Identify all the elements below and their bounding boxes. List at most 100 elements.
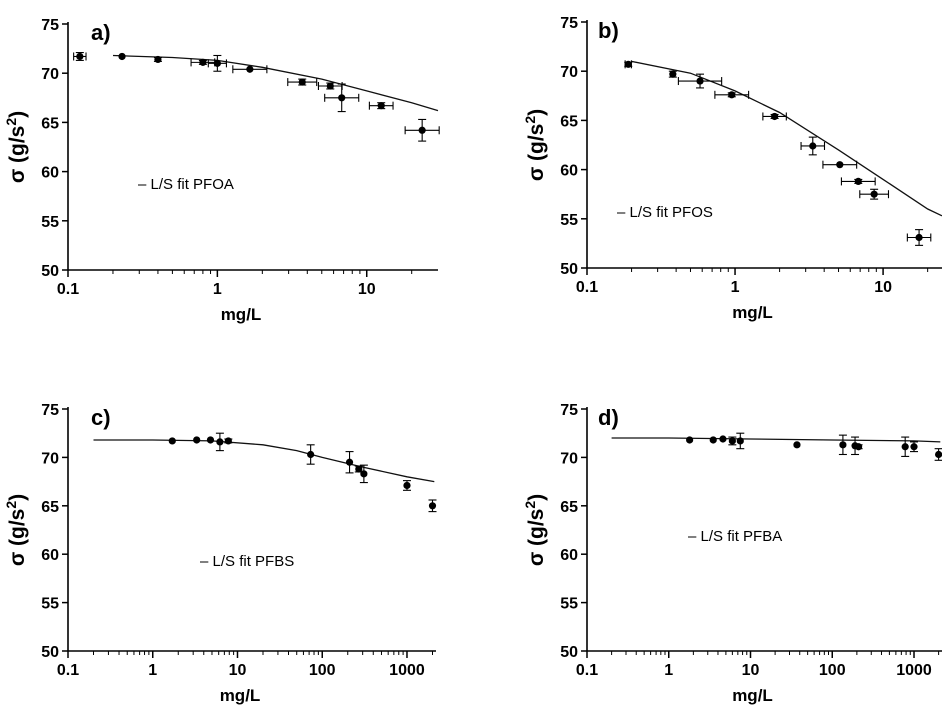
y-axis-title-main: σ (g/s [525, 124, 548, 182]
data-point [719, 435, 727, 443]
y-axis-title-sup: 2 [3, 501, 19, 509]
panel-d: 50 55 60 65 70 75 0.1 1 10 100 1000 mg/L σ (g/s2) d) –… [522, 402, 942, 705]
y-tick-label: 60 [560, 163, 578, 180]
x-tick-label: 0.1 [576, 662, 598, 679]
data-point [118, 52, 126, 61]
data-point [76, 52, 84, 61]
y-tick-label: 70 [41, 66, 59, 83]
data-point [793, 441, 801, 449]
data-point [809, 142, 817, 150]
y-tick-label: 55 [41, 596, 59, 613]
y-axis-title-end: ) [525, 494, 548, 501]
data-point [206, 436, 215, 444]
x-tick-label: 1 [731, 279, 740, 296]
data-point [696, 77, 704, 85]
y-axis-title-sup: 2 [3, 118, 19, 126]
y-axis-title-main: σ (g/s [6, 126, 29, 184]
x-axis-title: mg/L [220, 686, 261, 705]
x-tick-label: 10 [358, 281, 376, 298]
y-tick-label: 65 [560, 113, 578, 130]
y-tick-label: 75 [41, 402, 59, 419]
data-point [213, 59, 221, 67]
y-axis-title-end: ) [6, 494, 29, 501]
panel-a: 50 55 60 65 70 75 0.1 1 10 mg/L σ (g/s2) a) – L/S fi… [3, 17, 440, 324]
y-tick-label: 50 [560, 261, 578, 278]
y-tick-label: 60 [41, 165, 59, 182]
data-point [345, 458, 354, 466]
data-point [901, 443, 909, 451]
y-tick-label: 65 [41, 115, 59, 132]
panel-label: a) [91, 20, 111, 45]
data-point [428, 502, 437, 510]
y-axis-title-sup: 2 [522, 501, 538, 509]
x-tick-label: 1 [148, 662, 157, 679]
y-tick-label: 60 [41, 547, 59, 564]
y-axis-title-sup: 2 [522, 116, 538, 124]
data-point [154, 55, 162, 64]
x-tick-label: 100 [819, 662, 846, 679]
data-point [403, 481, 411, 490]
y-tick-label: 50 [41, 644, 59, 661]
y-tick-label: 65 [560, 499, 578, 516]
x-axis-title: mg/L [732, 303, 773, 322]
data-point [298, 78, 306, 86]
y-axis-title: σ (g/s2) [522, 109, 548, 181]
legend-entry: – L/S fit PFBA [688, 528, 782, 545]
fit-line [93, 439, 435, 483]
data-point [624, 60, 632, 68]
legend-entry: – L/S fit PFOA [138, 176, 234, 193]
legend-entry: – L/S fit PFBS [200, 553, 294, 570]
x-tick-label: 100 [309, 662, 336, 679]
y-tick-label: 55 [41, 214, 59, 231]
data-point [669, 70, 677, 78]
data-point [854, 177, 862, 186]
panel-b: 50 55 60 65 70 75 0.1 1 10 mg/L σ (g/s2) b) – L/S fi… [522, 15, 942, 322]
data-point [935, 450, 942, 459]
data-point [839, 441, 847, 449]
data-point [870, 190, 878, 198]
panel-label: c) [91, 405, 111, 430]
x-tick-label: 1 [213, 281, 222, 298]
data-point [418, 126, 426, 134]
y-tick-label: 70 [560, 64, 578, 81]
y-tick-label: 50 [560, 644, 578, 661]
data-point [728, 437, 736, 445]
y-tick-label: 75 [41, 17, 59, 34]
y-tick-label: 60 [560, 547, 578, 564]
data-point [360, 470, 368, 478]
x-tick-label: 0.1 [57, 281, 79, 298]
data-point [224, 437, 232, 445]
panel-c: 50 55 60 65 70 75 0.1 1 10 100 1000 mg/L σ (g/s2) c) –… [3, 402, 437, 705]
data-point [199, 58, 207, 66]
y-tick-label: 75 [560, 402, 578, 419]
y-axis-title: σ (g/s2) [3, 111, 29, 183]
data-point [338, 94, 346, 102]
data-point [246, 65, 254, 73]
data-point [307, 450, 315, 459]
x-tick-label: 1000 [389, 662, 425, 679]
x-axis-title: mg/L [732, 686, 773, 705]
x-tick-label: 10 [229, 662, 247, 679]
fit-line [611, 437, 941, 443]
x-tick-label: 10 [874, 279, 892, 296]
y-tick-label: 50 [41, 263, 59, 280]
data-point [854, 443, 863, 451]
x-axis-title: mg/L [221, 305, 262, 324]
y-axis-title-main: σ (g/s [6, 509, 29, 567]
data-point [168, 437, 176, 445]
y-tick-label: 55 [560, 212, 578, 229]
data-point [836, 161, 844, 169]
y-tick-label: 75 [560, 15, 578, 32]
fit-line [631, 60, 942, 217]
x-tick-label: 0.1 [57, 662, 79, 679]
y-tick-label: 55 [560, 596, 578, 613]
panel-label: d) [598, 405, 619, 430]
data-point [355, 465, 363, 473]
data-point [709, 436, 717, 444]
data-point [326, 82, 334, 90]
y-tick-label: 70 [41, 450, 59, 467]
data-point [736, 437, 744, 445]
y-axis-title-main: σ (g/s [525, 509, 548, 567]
y-axis-title: σ (g/s2) [522, 494, 548, 566]
